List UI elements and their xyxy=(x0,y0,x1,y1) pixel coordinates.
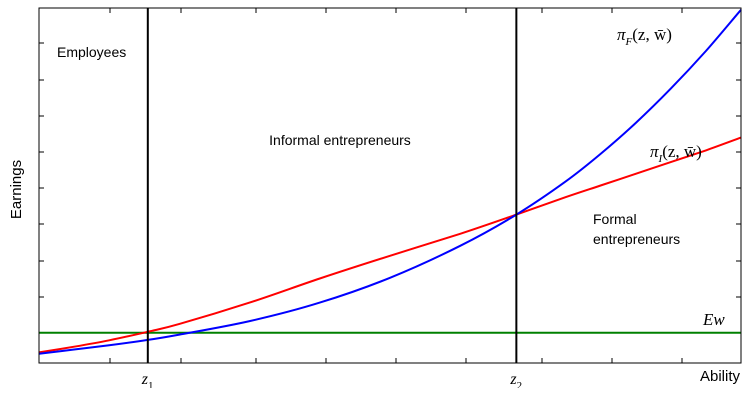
series-pi-F-line xyxy=(38,9,742,355)
y-axis-label: Earnings xyxy=(8,160,25,219)
curve-label-pi-F: πF(z, w̄) xyxy=(617,25,672,48)
x-tick-label-z1: z1 xyxy=(141,371,154,388)
x-tick-label-z2: z2 xyxy=(509,371,522,388)
axis-ticks xyxy=(39,8,741,363)
series-pi-I-line xyxy=(38,136,742,354)
plot-frame xyxy=(38,7,742,364)
region-label-formal-1: Formal xyxy=(593,211,637,227)
region-label-formal-2: entrepreneurs xyxy=(593,231,680,247)
curve-label-Ew: Ew xyxy=(702,310,725,329)
region-label-informal: Informal entrepreneurs xyxy=(269,132,411,148)
threshold-lines xyxy=(146,8,518,363)
x-axis-label: Ability xyxy=(700,368,741,385)
curves xyxy=(38,9,742,355)
region-label-employees: Employees xyxy=(57,44,126,60)
curve-label-pi-I: πI(z, w̄) xyxy=(650,142,702,165)
